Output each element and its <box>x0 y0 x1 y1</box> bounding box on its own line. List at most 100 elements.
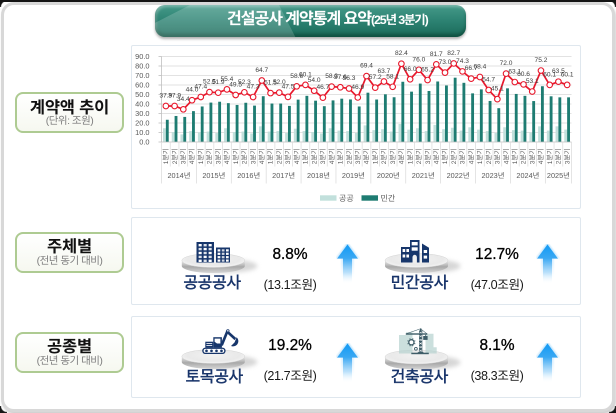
svg-text:81.7: 81.7 <box>430 48 443 58</box>
svg-text:60.6: 60.6 <box>517 68 530 78</box>
svg-text:69.4: 69.4 <box>360 60 373 70</box>
svg-text:37.9: 37.9 <box>159 90 172 100</box>
svg-text:4분기: 4분기 <box>535 148 545 164</box>
svg-text:10.0: 10.0 <box>135 127 149 138</box>
svg-text:63.1: 63.1 <box>508 66 521 76</box>
svg-text:2분기: 2분기 <box>518 148 528 164</box>
svg-text:3분기: 3분기 <box>457 148 467 164</box>
svg-text:4분기: 4분기 <box>396 148 406 164</box>
svg-text:2분기: 2분기 <box>204 148 214 164</box>
svg-text:90.0: 90.0 <box>135 51 149 62</box>
svg-text:63.5: 63.5 <box>552 65 565 75</box>
svg-text:2분기: 2분기 <box>448 148 458 164</box>
svg-text:2025년: 2025년 <box>547 171 570 181</box>
svg-text:45.1: 45.1 <box>491 83 504 93</box>
svg-text:3분기: 3분기 <box>247 148 257 164</box>
svg-text:58.3: 58.3 <box>325 70 338 80</box>
svg-text:1분기: 1분기 <box>160 148 170 164</box>
svg-text:2분기: 2분기 <box>378 148 388 164</box>
svg-text:3분기: 3분기 <box>492 148 502 164</box>
svg-text:51.5: 51.5 <box>264 77 277 87</box>
svg-text:3분기: 3분기 <box>561 148 571 164</box>
svg-text:공공: 공공 <box>339 193 354 204</box>
svg-text:3분기: 3분기 <box>387 148 397 164</box>
svg-text:76.0: 76.0 <box>412 53 425 63</box>
svg-text:74.3: 74.3 <box>456 55 469 65</box>
svg-text:1분기: 1분기 <box>544 148 554 164</box>
svg-text:72.0: 72.0 <box>500 57 513 67</box>
svg-text:58.1: 58.1 <box>386 70 399 80</box>
svg-text:60.1: 60.1 <box>543 68 556 78</box>
svg-text:68.4: 68.4 <box>473 61 486 71</box>
svg-text:46.9: 46.9 <box>351 81 364 91</box>
svg-text:40.0: 40.0 <box>135 98 149 109</box>
svg-text:66.0: 66.0 <box>404 63 417 73</box>
svg-text:3분기: 3분기 <box>282 148 292 164</box>
svg-text:2분기: 2분기 <box>483 148 493 164</box>
svg-text:4분기: 4분기 <box>465 148 475 164</box>
svg-text:57.6: 57.6 <box>334 71 347 81</box>
svg-text:4분기: 4분기 <box>500 148 510 164</box>
svg-text:75.2: 75.2 <box>535 54 548 64</box>
svg-text:52.0: 52.0 <box>273 76 286 86</box>
svg-text:60.0: 60.0 <box>135 79 149 90</box>
svg-text:1분기: 1분기 <box>230 148 240 164</box>
svg-text:82.4: 82.4 <box>395 47 408 57</box>
svg-text:55.4: 55.4 <box>221 73 234 83</box>
svg-text:20.0: 20.0 <box>135 117 149 128</box>
svg-text:1분기: 1분기 <box>195 148 205 164</box>
svg-text:2017년: 2017년 <box>272 171 295 181</box>
svg-text:37.9: 37.9 <box>168 90 181 100</box>
svg-text:51.9: 51.9 <box>212 76 225 86</box>
svg-text:52.3: 52.3 <box>238 76 251 86</box>
svg-text:3분기: 3분기 <box>178 148 188 164</box>
svg-text:4분기: 4분기 <box>326 148 336 164</box>
svg-text:1분기: 1분기 <box>335 148 345 164</box>
svg-text:3분기: 3분기 <box>526 148 536 164</box>
svg-text:54.7: 54.7 <box>482 74 495 84</box>
svg-text:2014년: 2014년 <box>167 171 190 181</box>
svg-text:80.0: 80.0 <box>135 60 149 71</box>
svg-text:2024년: 2024년 <box>516 171 539 181</box>
svg-text:64.7: 64.7 <box>255 64 268 74</box>
svg-text:49.5: 49.5 <box>229 78 242 88</box>
svg-text:1분기: 1분기 <box>509 148 519 164</box>
svg-text:4분기: 4분기 <box>256 148 266 164</box>
svg-text:2015년: 2015년 <box>202 171 225 181</box>
svg-text:3분기: 3분기 <box>422 148 432 164</box>
svg-text:1분기: 1분기 <box>404 148 414 164</box>
svg-text:민간: 민간 <box>381 193 396 204</box>
svg-text:0.0: 0.0 <box>139 136 149 147</box>
svg-text:1분기: 1분기 <box>300 148 310 164</box>
svg-text:3분기: 3분기 <box>352 148 362 164</box>
svg-text:2016년: 2016년 <box>237 171 260 181</box>
svg-text:3분기: 3분기 <box>317 148 327 164</box>
svg-text:2분기: 2분기 <box>239 148 249 164</box>
svg-text:2020년: 2020년 <box>377 171 400 181</box>
svg-text:50.0: 50.0 <box>135 89 149 100</box>
svg-text:4분기: 4분기 <box>186 148 196 164</box>
svg-text:70.0: 70.0 <box>135 70 149 81</box>
svg-text:4분기: 4분기 <box>221 148 231 164</box>
svg-text:44.0: 44.0 <box>186 84 199 94</box>
svg-text:30.0: 30.0 <box>135 108 149 119</box>
svg-text:3분기: 3분기 <box>212 148 222 164</box>
svg-text:1분기: 1분기 <box>439 148 449 164</box>
svg-text:65.2: 65.2 <box>421 64 434 74</box>
svg-text:56.3: 56.3 <box>343 72 356 82</box>
svg-text:54.0: 54.0 <box>308 74 321 84</box>
svg-text:1분기: 1분기 <box>265 148 275 164</box>
svg-text:4분기: 4분기 <box>430 148 440 164</box>
svg-text:57.2: 57.2 <box>369 71 382 81</box>
svg-text:2분기: 2분기 <box>413 148 423 164</box>
svg-text:2분기: 2분기 <box>308 148 318 164</box>
svg-text:2분기: 2분기 <box>169 148 179 164</box>
svg-text:34.4: 34.4 <box>177 93 190 103</box>
svg-text:63.7: 63.7 <box>378 65 391 75</box>
svg-text:60.1: 60.1 <box>299 68 312 78</box>
svg-text:47.3: 47.3 <box>247 81 260 91</box>
svg-text:2022년: 2022년 <box>447 171 470 181</box>
svg-text:1분기: 1분기 <box>369 148 379 164</box>
svg-text:2분기: 2분기 <box>273 148 283 164</box>
svg-text:46.7: 46.7 <box>316 81 329 91</box>
